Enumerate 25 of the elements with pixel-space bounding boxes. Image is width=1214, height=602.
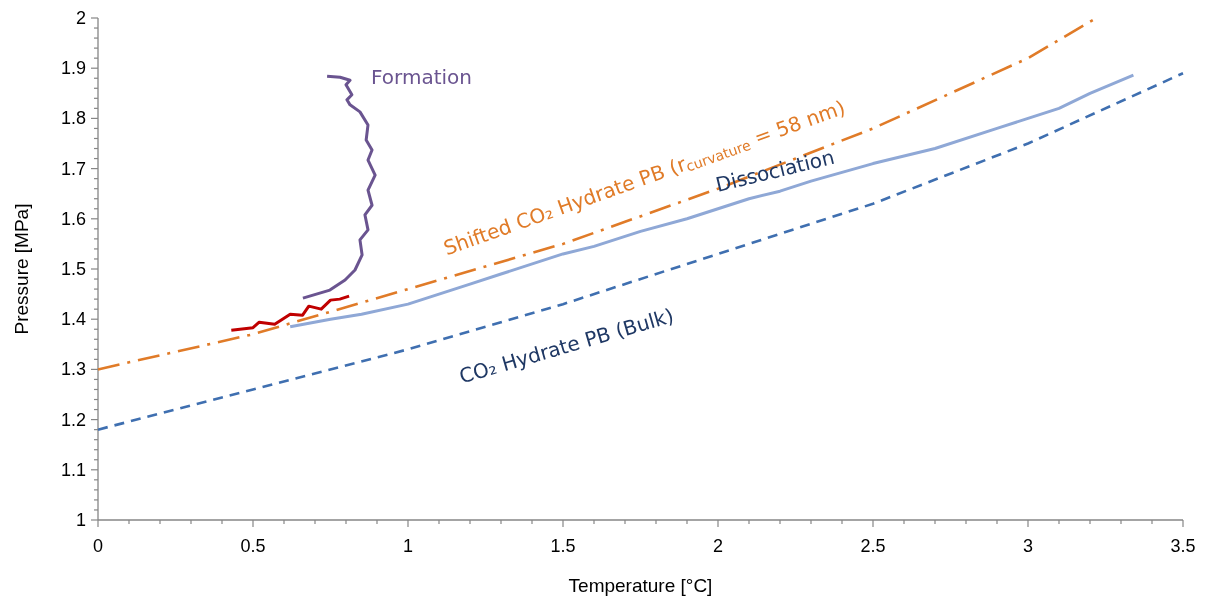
y-tick-label: 1.3 bbox=[60, 359, 86, 380]
text: CO₂ Hydrate PB (Bulk) bbox=[456, 302, 677, 388]
y-tick-label: 1 bbox=[75, 510, 86, 530]
x-tick-label: 2.5 bbox=[860, 536, 886, 556]
y-tick-label: 1.4 bbox=[60, 309, 86, 330]
y-tick-label: 1.2 bbox=[60, 409, 86, 430]
y-tick-label: 1.1 bbox=[60, 459, 86, 480]
x-tick-label: 1.5 bbox=[550, 536, 576, 556]
y-tick-label: 1.7 bbox=[60, 158, 86, 179]
line-series bbox=[229, 294, 351, 332]
line-series bbox=[96, 71, 1185, 431]
x-tick-label: 2 bbox=[712, 536, 724, 556]
x-axis-title: Temperature [°C] bbox=[568, 575, 713, 596]
y-axis-title: Pressure [MPa] bbox=[11, 203, 32, 335]
x-tick-label: 3 bbox=[1022, 536, 1034, 556]
x-tick-label: 0.5 bbox=[240, 536, 266, 556]
x-tick-label: 3.5 bbox=[1170, 536, 1196, 556]
y-tick-label: 1.5 bbox=[60, 259, 86, 279]
x-tick-label: 0 bbox=[92, 536, 104, 556]
x-tick-label: 1 bbox=[402, 536, 414, 556]
y-tick-label: 1.8 bbox=[60, 108, 86, 129]
y-tick-label: 1.9 bbox=[60, 58, 86, 79]
y-tick-label: 2 bbox=[75, 8, 86, 28]
series-label: Formation bbox=[371, 65, 473, 90]
y-tick-label: 1.6 bbox=[60, 208, 86, 229]
